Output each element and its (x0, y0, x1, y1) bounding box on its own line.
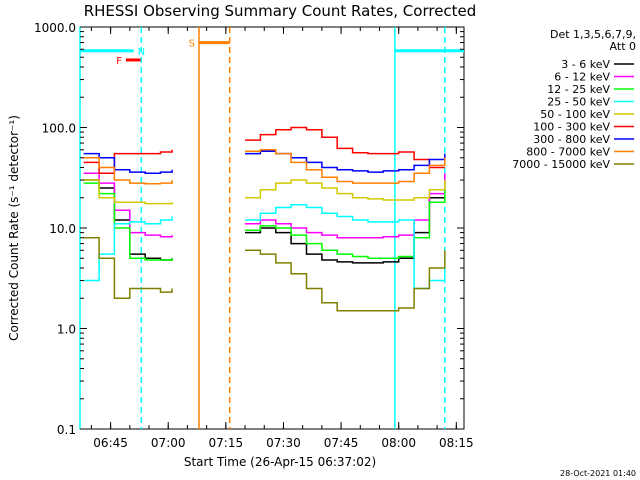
series-line (83, 126, 445, 175)
series-line (83, 204, 446, 290)
y-tick-label: 0.1 (57, 423, 76, 437)
flag-bars: NFS (80, 39, 464, 67)
x-tick-label: 07:30 (266, 436, 301, 450)
series-line (83, 236, 446, 312)
x-axis-label: Start Time (26-Apr-15 06:37:02) (184, 455, 376, 469)
x-tick-label: 07:45 (324, 436, 359, 450)
flag-label: S (189, 39, 195, 50)
flag-label: F (116, 56, 122, 67)
y-tick-label: 100.0 (42, 122, 76, 136)
x-tick-label: 08:00 (381, 436, 416, 450)
legend-entry-label: 3 - 6 keV (561, 58, 610, 71)
y-tick-label: 10.0 (49, 222, 76, 236)
chart-title: RHESSI Observing Summary Count Rates, Co… (84, 2, 477, 20)
x-tick-label: 07:15 (209, 436, 244, 450)
y-axis: 0.1 1.0 10.0 100.0 1000.0 (34, 21, 464, 437)
legend-entry-label: 300 - 800 keV (533, 133, 610, 146)
y-tick-label: 1000.0 (34, 21, 76, 35)
legend-header: Att 0 (610, 40, 636, 53)
legend-entry-label: 100 - 300 keV (533, 121, 610, 134)
legend-entry-label: 800 - 7000 keV (526, 146, 610, 159)
legend-entry-label: 25 - 50 keV (547, 96, 610, 109)
series-line (83, 149, 446, 185)
footer-timestamp: 28-Oct-2021 01:40 (560, 469, 636, 478)
legend-entry-label: 12 - 25 keV (547, 83, 610, 96)
x-tick-label: 07:00 (151, 436, 186, 450)
y-tick-label: 1.0 (57, 323, 76, 337)
series-line (83, 179, 446, 205)
legend-entry-label: 7000 - 15000 keV (512, 158, 610, 171)
legend-entry-label: 50 - 100 keV (540, 108, 610, 121)
y-axis-label: Corrected Count Rate (s⁻¹ detector⁻¹) (7, 115, 21, 341)
legend-entry-label: 6 - 12 keV (554, 71, 610, 84)
legend-header: Det 1,3,5,6,7,9, (550, 28, 636, 41)
series-line (83, 150, 446, 175)
x-tick-label: 06:45 (93, 436, 128, 450)
x-axis: 06:45 07:00 07:15 07:30 07:45 08:00 08:15 (90, 27, 474, 450)
data-series (83, 126, 446, 312)
x-tick-label: 08:15 (439, 436, 474, 450)
